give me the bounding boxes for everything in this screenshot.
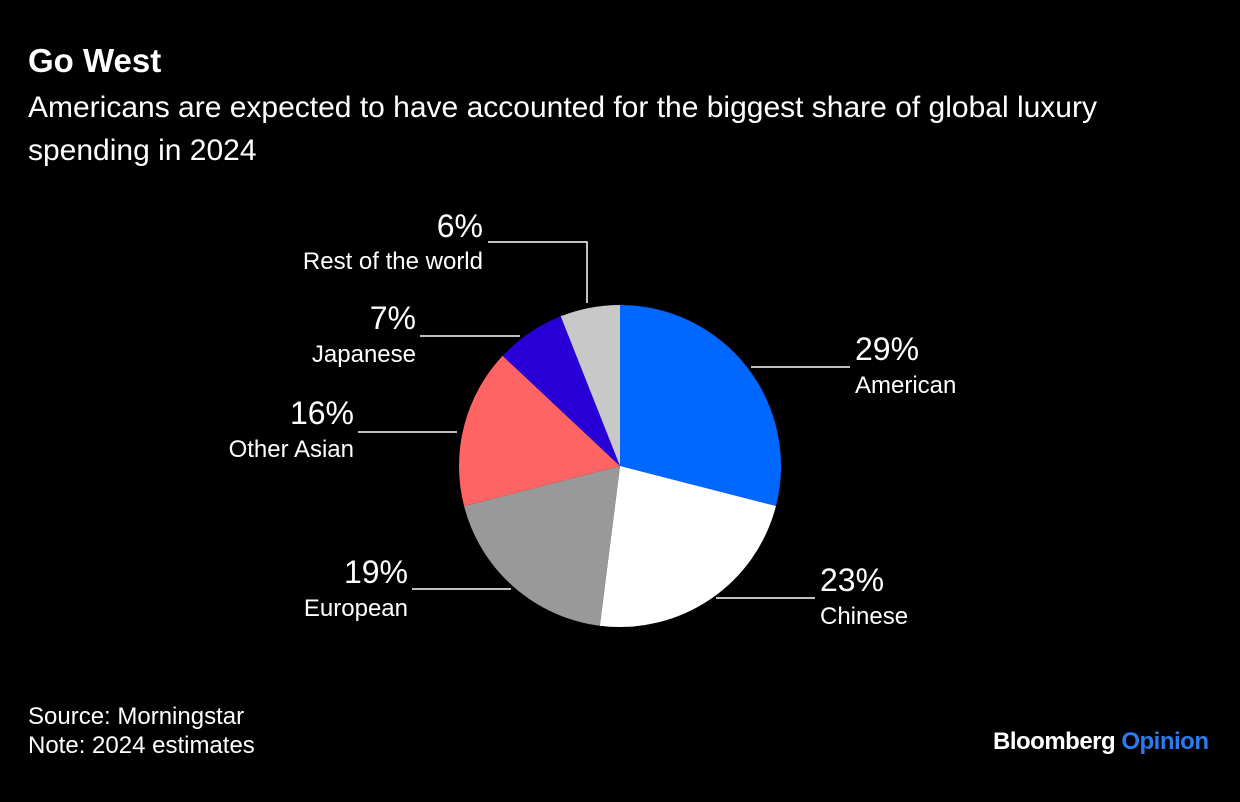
estimate-note: Note: 2024 estimates <box>28 732 255 759</box>
slice-label-chinese: Chinese <box>820 603 909 630</box>
logo-brand: Bloomberg <box>993 728 1116 755</box>
slice-label-japanese: Japanese <box>311 341 416 368</box>
slice-label-other-asian: Other Asian <box>228 436 354 463</box>
logo-product: Opinion <box>1121 728 1209 755</box>
pct-label-other-asian: 16% <box>289 395 354 431</box>
pie-slice-chinese <box>599 466 776 627</box>
pie-slice-rest-of-the-world <box>560 305 620 466</box>
pct-label-japanese: 7% <box>369 300 416 336</box>
slice-label-rest: Rest of the world <box>302 248 483 275</box>
pct-label-rest: 6% <box>436 208 483 244</box>
chart-title: Go West <box>28 42 162 79</box>
pie-slice-japanese <box>502 316 620 466</box>
bloomberg-opinion-logo: Bloomberg Opinion <box>993 728 1209 756</box>
pie-slice-european <box>464 466 620 626</box>
pie-slice-american <box>620 305 781 507</box>
pct-label-american: 29% <box>855 331 920 367</box>
source-note: Source: Morningstar <box>28 703 245 730</box>
slice-label-american: American <box>855 372 957 399</box>
pie-slice-other-asian <box>458 355 620 507</box>
pct-label-european: 19% <box>343 554 408 590</box>
leader-line-rest <box>488 241 588 303</box>
pct-label-chinese: 23% <box>820 562 885 598</box>
chart-subtitle: Americans are expected to have accounted… <box>28 91 1097 167</box>
slice-label-european: European <box>303 595 408 622</box>
